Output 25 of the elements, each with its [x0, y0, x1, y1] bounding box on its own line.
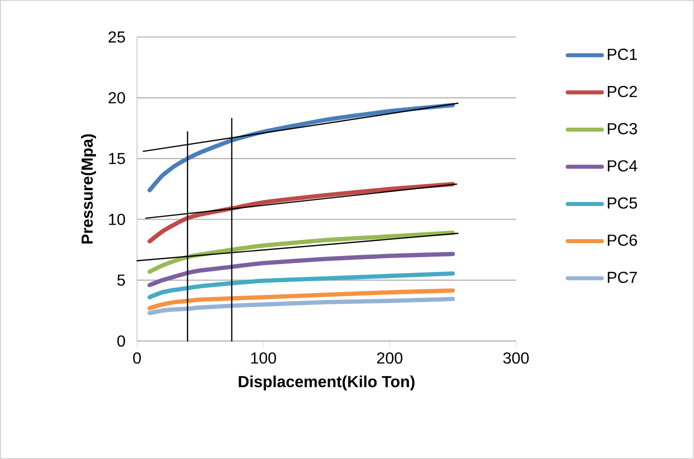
legend-label: PC5	[608, 197, 637, 209]
line-series	[148, 230, 455, 274]
y-tick-label: 25	[108, 31, 125, 43]
x-tick-label: 200	[377, 352, 402, 364]
legend-label: PC6	[608, 234, 637, 246]
x-axis-title: Displacement(Kilo Ton)	[238, 376, 414, 390]
legend-label: PC1	[608, 48, 637, 60]
y-tick-label: 0	[117, 335, 126, 347]
line-series	[148, 271, 455, 300]
line-series	[148, 296, 455, 316]
line-series	[148, 182, 455, 244]
x-tick-label: 300	[503, 352, 529, 364]
x-tick-label: 0	[133, 352, 141, 364]
legend-label: PC2	[608, 86, 637, 98]
line-series	[148, 252, 455, 288]
y-axis-title: Pressure(Mpa)	[81, 134, 96, 244]
legend-label: PC3	[608, 123, 637, 134]
legend-label: PC7	[608, 272, 637, 284]
x-tick-label: 100	[251, 352, 276, 364]
y-tick-label: 15	[109, 153, 125, 164]
y-tick-label: 10	[109, 214, 126, 226]
line-series	[148, 288, 455, 310]
y-tick-label: 5	[117, 274, 125, 286]
legend-label: PC4	[608, 160, 638, 172]
y-tick-label: 20	[108, 92, 126, 104]
